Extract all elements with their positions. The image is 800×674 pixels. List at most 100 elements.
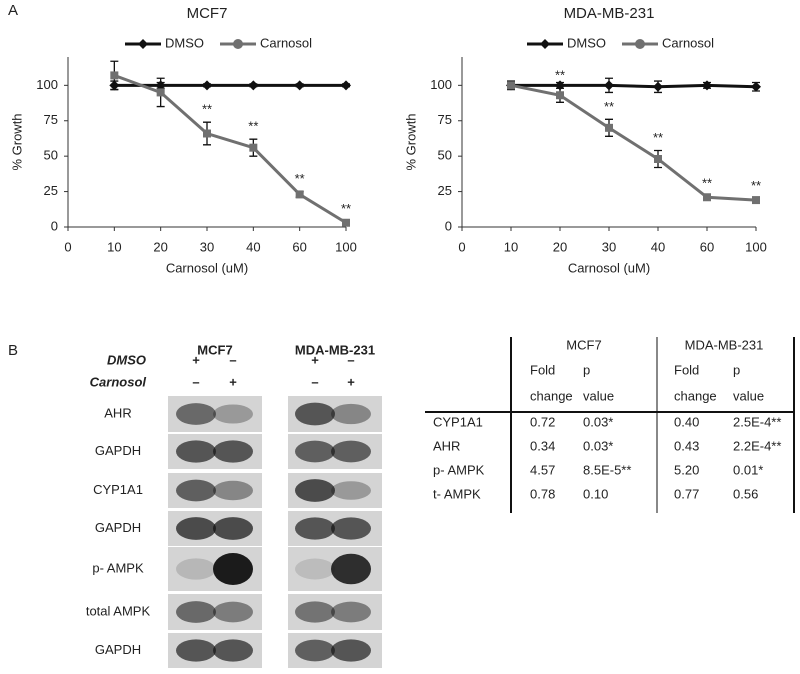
- x-tick-label: 40: [651, 239, 665, 254]
- table-cell: 0.10: [583, 486, 608, 501]
- blot-band: [213, 639, 253, 662]
- y-axis-label: % Growth: [9, 113, 24, 170]
- treatment-sign: –: [311, 374, 318, 389]
- treatment-sign: +: [192, 352, 200, 367]
- marker: [138, 39, 148, 49]
- x-tick-label: 30: [200, 239, 214, 254]
- marker: [294, 80, 305, 91]
- table-cell: 0.03*: [583, 414, 613, 429]
- table-group-header: MDA-MB-231: [685, 337, 764, 352]
- blot-row-label: CYP1A1: [93, 482, 143, 497]
- blot-band: [176, 558, 216, 580]
- blot-band: [295, 558, 335, 580]
- x-tick-label: 20: [153, 239, 167, 254]
- marker: [604, 80, 614, 91]
- blot-row-label: GAPDH: [95, 443, 141, 458]
- marker: [342, 218, 350, 227]
- x-tick-label: 0: [64, 239, 71, 254]
- marker: [605, 123, 613, 132]
- table-subheader: Fold: [530, 362, 555, 377]
- x-tick-label: 100: [335, 239, 357, 254]
- blot-band: [176, 517, 216, 540]
- chart-title: MDA-MB-231: [564, 5, 655, 22]
- blot-row-label: p- AMPK: [92, 560, 144, 575]
- x-tick-label: 0: [458, 239, 465, 254]
- table-subheader: p: [583, 362, 590, 377]
- blot-row-label: AHR: [104, 405, 131, 420]
- marker: [540, 39, 550, 49]
- blot-band: [295, 639, 335, 662]
- marker: [248, 80, 259, 91]
- y-tick-label: 75: [44, 112, 58, 127]
- table-lines: [425, 337, 795, 513]
- treatment-sign: –: [347, 352, 354, 367]
- treatment-label: Carnosol: [90, 374, 147, 389]
- treatment-sign: –: [192, 374, 199, 389]
- x-tick-label: 60: [700, 239, 714, 254]
- blot-band: [295, 440, 335, 463]
- x-tick-label: 10: [504, 239, 518, 254]
- significance: **: [341, 201, 351, 216]
- table-cell: 8.5E-5**: [583, 462, 631, 477]
- y-tick-label: 0: [445, 218, 452, 233]
- marker: [702, 80, 712, 91]
- marker: [653, 81, 663, 92]
- cell-line-label: MDA-MB-231: [295, 342, 375, 357]
- y-tick-label: 100: [430, 77, 452, 92]
- table-group-header: MCF7: [566, 337, 601, 352]
- table-cell: 0.56: [733, 486, 758, 501]
- legend-label: Carnosol: [260, 35, 312, 50]
- treatment-sign: +: [311, 352, 319, 367]
- chart-title: MCF7: [187, 5, 228, 22]
- x-tick-label: 30: [602, 239, 616, 254]
- treatment-label: DMSO: [107, 352, 146, 367]
- series-line: [113, 74, 347, 225]
- table-subheader: value: [733, 388, 764, 403]
- cell-line-label: MCF7: [197, 342, 232, 357]
- table-subheader: Fold: [674, 362, 699, 377]
- x-tick-label: 10: [107, 239, 121, 254]
- blot-band: [213, 404, 253, 424]
- blot-band: [331, 553, 371, 585]
- blot-band: [295, 479, 335, 502]
- blot-band: [213, 553, 253, 585]
- marker: [202, 80, 212, 91]
- table-subheader: change: [674, 388, 717, 403]
- marker: [703, 193, 711, 202]
- y-tick-label: 50: [44, 148, 58, 163]
- blot-band: [331, 403, 371, 425]
- y-tick-label: 0: [51, 218, 58, 233]
- marker: [295, 190, 304, 199]
- x-axis-label: Carnosol (uM): [166, 260, 248, 275]
- significance: **: [295, 171, 305, 186]
- legend-marker: [233, 39, 243, 49]
- significance: **: [555, 68, 565, 83]
- table-cell: 0.34: [530, 438, 555, 453]
- x-tick-label: 60: [292, 239, 306, 254]
- table-cell: 5.20: [674, 462, 699, 477]
- blot-row-label: GAPDH: [95, 520, 141, 535]
- table-cell: 2.2E-4**: [733, 438, 781, 453]
- blot-band: [176, 440, 216, 463]
- marker: [507, 81, 515, 90]
- blot-band: [295, 601, 335, 623]
- legend-label: DMSO: [567, 35, 606, 50]
- blot-band: [176, 601, 216, 623]
- table-subheader: value: [583, 388, 614, 403]
- table-cell: 4.57: [530, 462, 555, 477]
- significance: **: [702, 175, 712, 190]
- table-cell: 0.01*: [733, 462, 763, 477]
- blot-band: [331, 481, 371, 500]
- marker: [751, 81, 761, 92]
- legend-label: DMSO: [165, 35, 204, 50]
- y-tick-label: 25: [44, 183, 58, 198]
- marker: [249, 143, 258, 152]
- legend-marker: [635, 39, 645, 49]
- table-cell: 0.72: [530, 414, 555, 429]
- y-tick-label: 75: [438, 112, 452, 127]
- significance: **: [751, 178, 761, 193]
- blot-row-label: total AMPK: [86, 603, 151, 618]
- x-axis-label: Carnosol (uM): [568, 260, 650, 275]
- table-subheader: change: [530, 388, 573, 403]
